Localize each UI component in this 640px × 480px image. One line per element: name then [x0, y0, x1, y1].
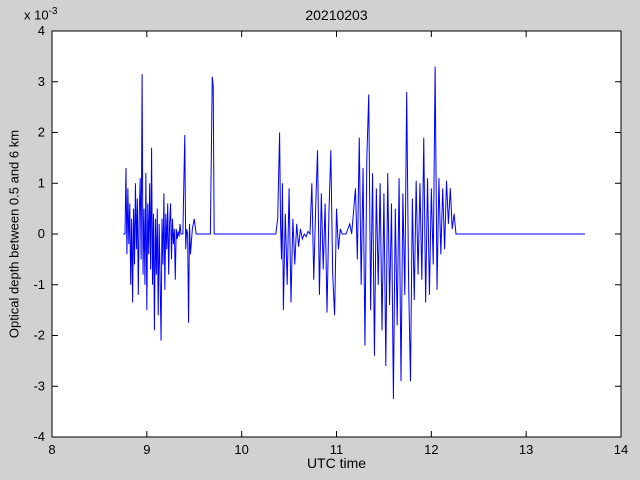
- y-scale-exponent: -3: [48, 6, 58, 17]
- y-axis-scale-label: x 10-3: [24, 6, 57, 22]
- y-tick-label: 3: [38, 74, 45, 89]
- y-tick-label: -2: [33, 328, 45, 343]
- y-scale-prefix: x 10: [24, 7, 49, 23]
- y-tick-label: -3: [33, 378, 45, 393]
- x-tick-label: 14: [614, 442, 628, 457]
- x-tick-label: 9: [143, 442, 150, 457]
- chart-title: 20210203: [305, 7, 368, 23]
- y-tick-label: 2: [38, 125, 45, 140]
- x-tick-label: 11: [330, 442, 344, 457]
- x-tick-label: 13: [519, 442, 533, 457]
- y-tick-label: 0: [38, 226, 45, 241]
- x-tick-label: 10: [234, 442, 248, 457]
- y-tick-label: 4: [38, 23, 45, 38]
- x-tick-label: 12: [424, 442, 438, 457]
- x-tick-label: 8: [48, 442, 55, 457]
- x-axis-label: UTC time: [306, 455, 367, 471]
- y-tick-label: -1: [33, 277, 45, 292]
- data-line: [123, 66, 585, 399]
- y-tick-label: 1: [38, 175, 45, 190]
- y-tick-label: -4: [33, 429, 45, 444]
